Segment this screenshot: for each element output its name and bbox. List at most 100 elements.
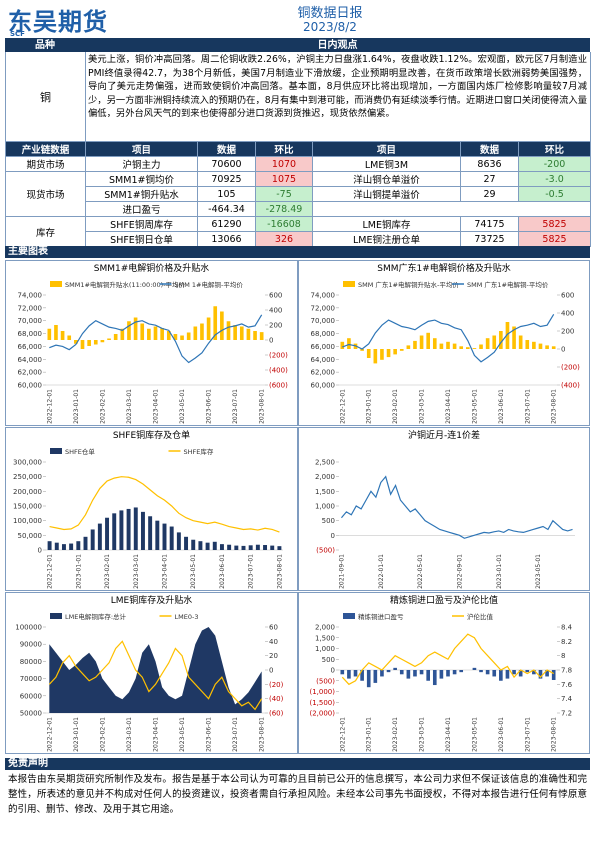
- bar: [213, 306, 218, 340]
- chart-title: SMM1#电解铜价格及升贴水: [94, 262, 210, 274]
- bar: [373, 349, 378, 364]
- bar: [219, 544, 224, 550]
- bar: [532, 341, 536, 349]
- bar: [155, 520, 160, 550]
- header-cell: 环比: [518, 141, 591, 157]
- x-tick-label: 2022-05-01: [417, 554, 424, 589]
- bar: [525, 340, 530, 349]
- change-cell: -0.5: [518, 186, 591, 202]
- bar: [399, 670, 404, 675]
- bar: [366, 670, 371, 688]
- bar: [340, 341, 345, 349]
- bar: [485, 338, 490, 349]
- item-cell: LME铜库存: [312, 216, 461, 232]
- bar: [466, 347, 470, 349]
- bar: [100, 340, 105, 343]
- header-cell: 产业链数据: [5, 141, 86, 157]
- chart: 沪铜近月-连1价差 (500) 0 500 1,000 1,500 2,000 2,500 20…: [315, 429, 575, 589]
- bar: [393, 349, 397, 355]
- chart: SHFE铜库存及仓单 SHFE仓单 SHFE库存 0 50,000 100,000 150,…: [13, 429, 283, 589]
- x-tick-label: 2023-07-01: [232, 717, 239, 752]
- x-tick-label: 2023-03-01: [419, 717, 426, 752]
- change-cell: 5825: [518, 231, 591, 247]
- legend-swatch: [50, 613, 62, 619]
- bar: [133, 317, 138, 340]
- y-tick-label: 1,500: [315, 488, 335, 496]
- y-tick-label: 0: [38, 547, 42, 555]
- bar: [133, 507, 138, 550]
- bar: [386, 670, 391, 673]
- x-tick-label: 2023-03-01: [419, 389, 426, 424]
- bar: [76, 541, 81, 550]
- legend-label: LME电解铜库存:总计: [65, 612, 127, 621]
- x-tick-label: 2022-01-01: [378, 554, 385, 589]
- bar: [446, 341, 450, 349]
- y2-tick-label: 7.4: [561, 695, 573, 703]
- y-tick-label: 300,000: [13, 459, 42, 467]
- y-tick-label: 68,000: [18, 330, 43, 338]
- y-tick-label: 250,000: [13, 473, 42, 481]
- bar: [83, 536, 88, 550]
- bar: [186, 332, 191, 340]
- y-tick-label: (500): [316, 547, 335, 555]
- bar: [505, 670, 510, 679]
- bar: [233, 325, 237, 340]
- item-cell: LME铜注册仓单: [312, 231, 461, 247]
- group-label: 现货市场: [5, 171, 86, 217]
- x-tick-label: 2021-09-01: [338, 554, 345, 589]
- item-cell: 洋山铜仓单溢价: [312, 171, 461, 187]
- bar: [452, 670, 457, 675]
- x-tick-label: 2023-08-01: [259, 717, 266, 752]
- header-cell: 项目: [85, 141, 198, 157]
- bar: [393, 667, 397, 670]
- y-tick-label: 70,000: [18, 317, 43, 325]
- bar: [166, 331, 171, 340]
- bar: [120, 328, 125, 340]
- bar: [413, 340, 417, 349]
- x-tick-label: 2023-02-01: [392, 717, 399, 752]
- value-cell: 61290: [197, 216, 256, 232]
- x-tick-label: 2023-07-01: [248, 554, 255, 589]
- bar: [241, 545, 246, 550]
- y-tick-label: 60,000: [311, 382, 336, 390]
- y2-tick-label: (200): [269, 352, 288, 360]
- y2-tick-label: 400: [269, 307, 282, 315]
- bar: [105, 517, 110, 550]
- chart-panel: 精炼铜进口盈亏及沪伦比值 精炼铜进口盈亏 沪伦比值 (2,000) (1,500) (1,…: [298, 592, 590, 754]
- x-tick-label: 2023-01-01: [366, 717, 373, 752]
- header-cell: 数据: [460, 141, 519, 157]
- chart-title: 沪铜近月-连1价差: [408, 429, 480, 441]
- x-tick-label: 2023-05-01: [471, 717, 478, 752]
- x-tick-label: 2023-06-01: [206, 717, 213, 752]
- x-tick-label: 2023-04-01: [153, 389, 160, 424]
- change-cell: 1070: [255, 156, 313, 172]
- bar: [360, 349, 364, 351]
- bar: [127, 321, 131, 340]
- x-tick-label: 2023-01-01: [496, 554, 503, 589]
- chart-title: SMM广东1#电解铜价格及升贴水: [377, 262, 511, 274]
- bar: [353, 670, 358, 677]
- x-tick-label: 2023-06-01: [498, 717, 505, 752]
- y2-tick-label: 0: [269, 337, 273, 345]
- bar: [147, 328, 151, 340]
- line: [48, 640, 263, 711]
- change-cell: -278.49: [255, 201, 313, 217]
- y2-tick-label: 600: [269, 292, 282, 300]
- bar: [140, 511, 145, 550]
- bar: [205, 542, 210, 550]
- chart-panel: SMM广东1#电解铜价格及升贴水 SMM 广东1#电解铜升贴水-平均价 SMM 广东…: [298, 260, 590, 426]
- item-cell: SMM1#铜升贴水: [85, 186, 198, 202]
- value-cell: 70600: [197, 156, 256, 172]
- bar: [54, 325, 58, 340]
- x-tick-label: 2023-05-01: [535, 554, 542, 589]
- x-tick-label: 2023-02-01: [392, 389, 399, 424]
- bar: [373, 670, 378, 683]
- x-tick-label: 2022-12-01: [339, 389, 346, 424]
- bar: [126, 508, 131, 550]
- bar: [153, 326, 158, 340]
- bar: [459, 346, 464, 349]
- x-tick-label: 2023-02-01: [104, 554, 111, 589]
- change-cell: -75: [255, 186, 313, 202]
- group-label: 库存: [5, 216, 86, 247]
- item-cell: SMM1#铜均价: [85, 171, 198, 187]
